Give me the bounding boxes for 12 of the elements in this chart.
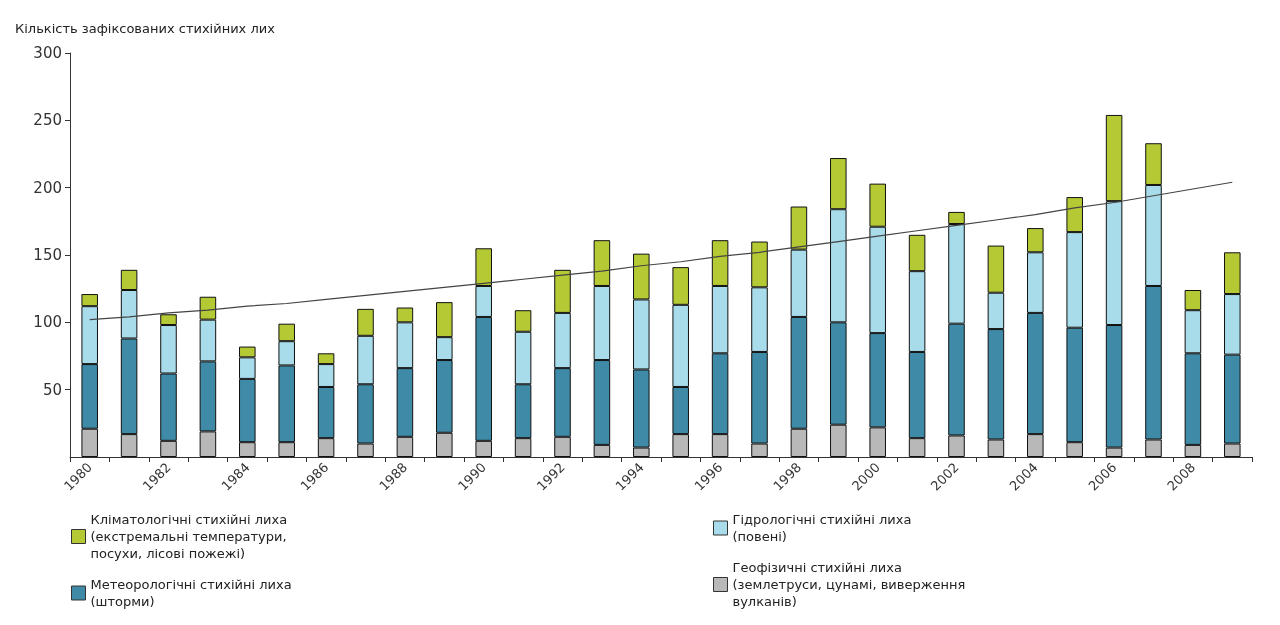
y-tick-label: 300 xyxy=(33,44,62,62)
legend-label: Геофізичні стихійні лиха (землетруси, цунамі, виверження вулканів) xyxy=(732,560,970,609)
legend-label: Кліматологічні стихійні лиха (екстремальні температури, посухи, лісові пожежі) xyxy=(90,512,292,561)
line-series xyxy=(89,181,1233,321)
y-tick-label: 150 xyxy=(33,246,62,264)
y-tick-label: 100 xyxy=(33,313,62,332)
y-axis-title: Кількість зафіксованих стихійних лих xyxy=(15,21,276,36)
legend-label: Метеорологічні стихійні лиха (шторми) xyxy=(90,577,296,609)
y-tick-label: 200 xyxy=(33,178,62,197)
legend-label: Гідрологічні стихійні лиха (повені) xyxy=(732,512,916,544)
y-tick-label: 250 xyxy=(33,111,62,130)
y-tick-label: 50 xyxy=(42,380,62,399)
